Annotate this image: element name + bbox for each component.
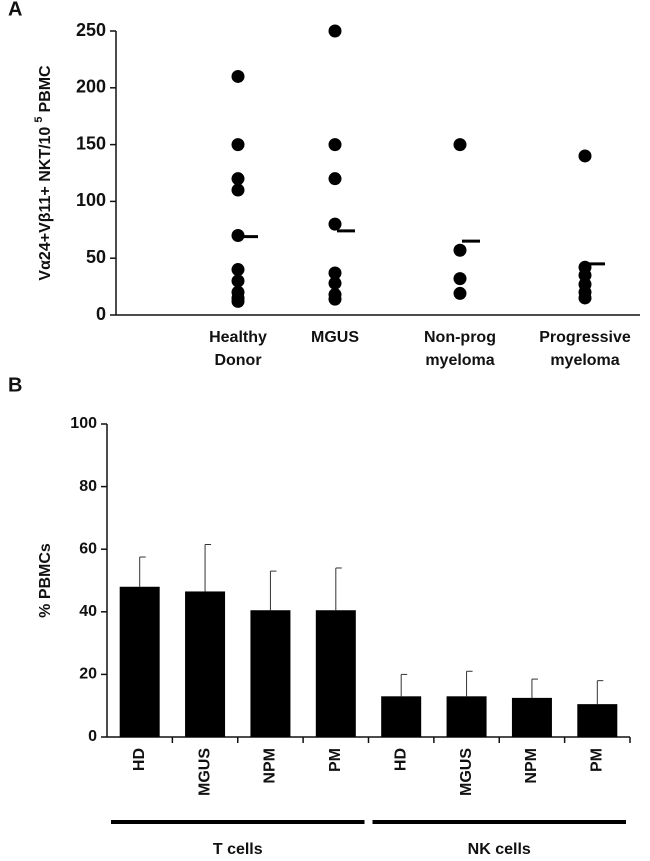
y-axis-label-part: PBMC xyxy=(37,65,54,113)
x-tick-label: MGUS xyxy=(196,748,213,796)
panel-label: B xyxy=(8,374,22,396)
x-tick-label: NPM xyxy=(262,748,279,784)
data-point xyxy=(231,274,245,288)
data-point xyxy=(231,69,245,83)
data-point xyxy=(231,294,245,308)
x-tick-label-line: MGUS xyxy=(311,329,359,346)
y-axis-label: % PBMCs xyxy=(37,543,54,618)
y-axis-label: Vα24+Vβ11+ NKT/10 5 PBMC xyxy=(33,65,54,281)
x-tick-label-line: Healthy xyxy=(209,329,267,346)
bar xyxy=(446,696,487,737)
data-point xyxy=(578,291,592,305)
bar xyxy=(577,704,618,737)
data-point xyxy=(328,172,342,186)
data-point xyxy=(231,138,245,152)
x-tick-label: Non-prog myeloma xyxy=(424,329,496,369)
data-point xyxy=(453,272,467,286)
group-label: NK cells xyxy=(468,841,531,858)
y-tick-label: 250 xyxy=(76,20,106,40)
y-tick-label: 200 xyxy=(76,77,106,97)
y-tick-label: 40 xyxy=(79,603,97,620)
data-point xyxy=(328,24,342,38)
y-tick-label: 0 xyxy=(88,728,97,745)
y-tick-label: 20 xyxy=(79,666,97,683)
y-axis-label-part: 5 xyxy=(33,117,45,123)
x-tick-label-line: Progressive xyxy=(539,329,631,346)
data-point xyxy=(231,172,245,186)
x-tick-label: HD xyxy=(392,748,409,771)
data-point xyxy=(231,228,245,242)
bar xyxy=(250,610,291,737)
y-tick-label: 80 xyxy=(79,478,97,495)
data-point xyxy=(453,243,467,257)
y-tick-label: 50 xyxy=(86,247,106,267)
data-point xyxy=(328,292,342,306)
x-tick-label: MGUS xyxy=(458,748,475,796)
bar xyxy=(185,591,226,737)
x-tick-label: MGUS xyxy=(311,329,359,346)
data-point xyxy=(453,286,467,300)
x-tick-label: Healthy Donor xyxy=(209,329,267,369)
x-tick-label-line: Donor xyxy=(214,352,261,369)
data-point xyxy=(453,138,467,152)
bar xyxy=(511,697,552,737)
data-point xyxy=(231,263,245,277)
y-tick-label: 60 xyxy=(79,540,97,557)
x-tick-label: PM xyxy=(589,748,606,772)
data-point xyxy=(578,149,592,163)
group-label: T cells xyxy=(213,841,263,858)
x-tick-label: NPM xyxy=(523,748,540,784)
x-tick-label-line: myeloma xyxy=(550,352,619,369)
bar xyxy=(119,586,160,737)
data-point xyxy=(231,183,245,197)
x-tick-label-line: Non-prog xyxy=(424,329,496,346)
panel-label: A xyxy=(8,0,22,20)
data-point xyxy=(328,217,342,231)
y-tick-label: 150 xyxy=(76,133,106,153)
x-tick-label: HD xyxy=(131,748,148,771)
y-tick-label: 100 xyxy=(70,415,97,432)
y-tick-label: 0 xyxy=(96,304,106,324)
data-point xyxy=(328,266,342,280)
y-tick-label: 100 xyxy=(76,190,106,210)
data-point xyxy=(328,138,342,152)
bar xyxy=(315,610,356,737)
x-tick-label-line: myeloma xyxy=(425,352,494,369)
x-tick-label: Progressive myeloma xyxy=(539,329,631,369)
data-point xyxy=(328,276,342,290)
data-point xyxy=(578,268,592,282)
bar xyxy=(381,696,422,737)
y-axis-label-part: Vα24+Vβ11+ NKT/10 xyxy=(37,127,54,281)
x-tick-label: PM xyxy=(327,748,344,772)
